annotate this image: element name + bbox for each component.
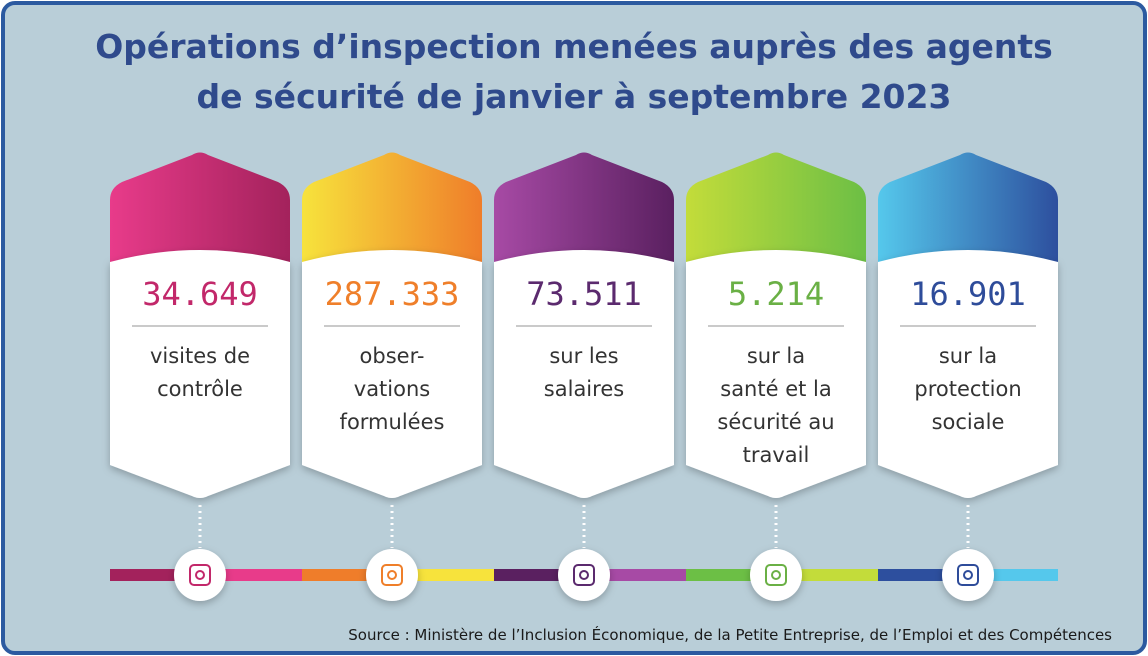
- card-label-line: sur les: [549, 344, 618, 368]
- icon-circle: [366, 549, 418, 601]
- icon-circle: [174, 549, 226, 601]
- card-label-line: formulées: [340, 410, 445, 434]
- source: Source : Ministère de l’Inclusion Économ…: [348, 625, 1112, 644]
- card-body: [686, 250, 866, 498]
- card-label-line: contrôle: [157, 377, 243, 401]
- card-top: [302, 152, 482, 268]
- icon: [765, 564, 787, 586]
- icon-circle: [558, 549, 610, 601]
- icon: [963, 570, 973, 580]
- icon: [195, 570, 205, 580]
- title-line: Opérations d’inspection menées auprès de…: [95, 27, 1053, 66]
- card-body: [302, 250, 482, 498]
- card-label-line: visites de: [150, 344, 250, 368]
- icon: [957, 564, 979, 586]
- card-top: [686, 152, 866, 268]
- card-value: 73.511: [526, 275, 642, 313]
- card-value: 5.214: [728, 275, 824, 313]
- card-top: [110, 152, 290, 268]
- card-body: [878, 250, 1058, 498]
- title-line: de sécurité de janvier à septembre 2023: [197, 77, 952, 116]
- card-label-line: sécurité au: [717, 410, 834, 434]
- icon: [189, 564, 211, 586]
- card-body: [494, 250, 674, 498]
- card-label-line: travail: [743, 443, 810, 467]
- icon: [573, 564, 595, 586]
- card-value: 16.901: [910, 275, 1026, 313]
- icon-circle: [750, 549, 802, 601]
- card-body: [110, 250, 290, 498]
- icon: [387, 570, 397, 580]
- card-label-line: santé et la: [720, 377, 831, 401]
- card-value: 34.649: [142, 275, 258, 313]
- card-label-line: sur la: [747, 344, 805, 368]
- icon: [771, 570, 781, 580]
- card-value: 287.333: [325, 275, 460, 313]
- card-label-line: salaires: [544, 377, 624, 401]
- card-label-line: vations: [354, 377, 430, 401]
- icon: [579, 570, 589, 580]
- card-top: [878, 152, 1058, 268]
- card-top: [494, 152, 674, 268]
- card-label-line: protection: [914, 377, 1021, 401]
- card-label-line: sociale: [932, 410, 1005, 434]
- icon-circle: [942, 549, 994, 601]
- icon: [381, 564, 403, 586]
- card-label-line: obser-: [360, 344, 425, 368]
- card-label-line: sur la: [939, 344, 997, 368]
